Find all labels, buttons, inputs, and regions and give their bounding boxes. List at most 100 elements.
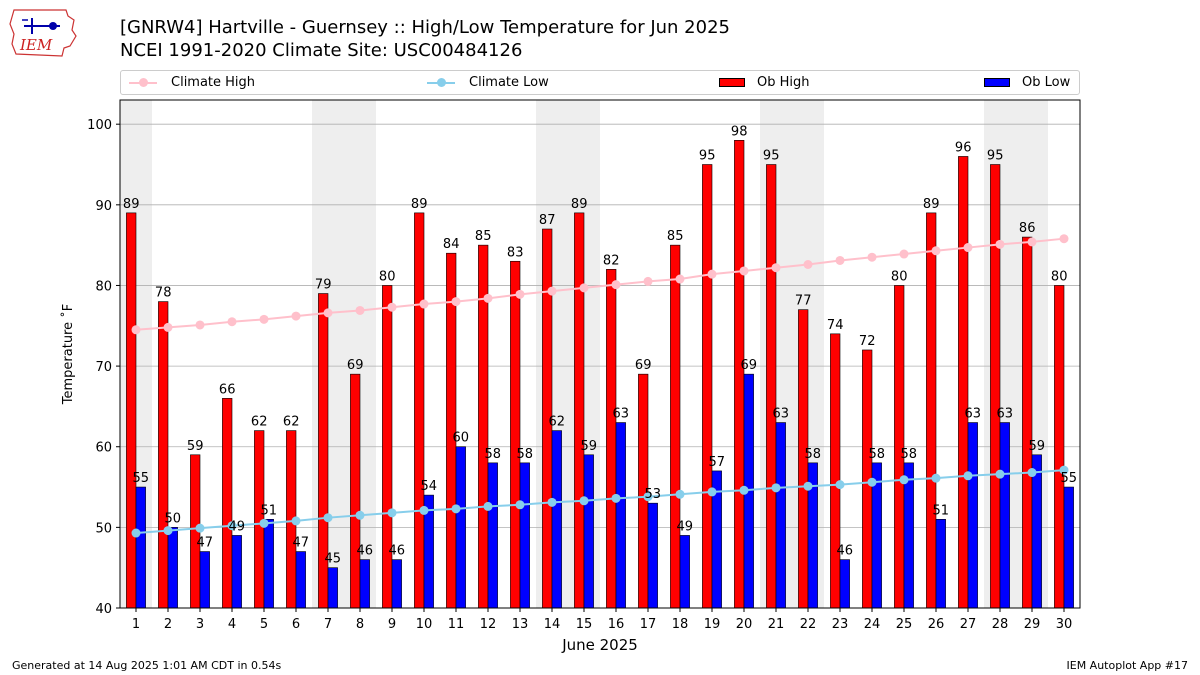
climate-low-point-20 xyxy=(739,485,749,495)
ob-high-bar-21 xyxy=(766,164,777,609)
ob-high-label-15: 89 xyxy=(571,197,588,212)
ob-high-label-10: 89 xyxy=(411,197,428,212)
ob-low-label-15: 59 xyxy=(581,439,598,454)
ob-high-bar-23 xyxy=(830,333,841,609)
x-tick-label-30: 30 xyxy=(1056,617,1073,632)
x-tick-label-27: 27 xyxy=(960,617,977,632)
ob-low-bar-28 xyxy=(999,422,1010,609)
climate-high-point-16 xyxy=(611,280,621,290)
climate-low-point-5 xyxy=(259,518,269,528)
ob-low-bar-5 xyxy=(263,519,274,609)
ob-high-label-3: 59 xyxy=(187,439,204,454)
x-tick-label-13: 13 xyxy=(512,617,529,632)
ob-high-label-27: 96 xyxy=(955,140,972,155)
x-tick-label-25: 25 xyxy=(896,617,913,632)
ob-low-label-27: 63 xyxy=(965,407,982,422)
climate-low-point-30 xyxy=(1059,465,1069,475)
climate-high-point-2 xyxy=(163,322,173,332)
climate-low-point-10 xyxy=(419,505,429,515)
ob-high-bar-4 xyxy=(222,398,233,609)
ob-high-label-21: 95 xyxy=(763,149,780,164)
x-tick-label-1: 1 xyxy=(132,617,140,632)
ob-low-bar-4 xyxy=(231,535,242,609)
climate-high-point-9 xyxy=(387,302,397,312)
climate-low-point-14 xyxy=(547,497,557,507)
ob-low-label-3: 47 xyxy=(197,536,214,551)
ob-low-label-20: 69 xyxy=(741,358,758,373)
y-tick-label-80: 80 xyxy=(95,279,112,294)
x-tick-label-2: 2 xyxy=(164,617,172,632)
ob-high-label-25: 80 xyxy=(891,269,908,284)
ob-high-label-2: 78 xyxy=(155,286,172,301)
y-tick-label-50: 50 xyxy=(95,521,112,536)
climate-low-point-22 xyxy=(803,481,813,491)
climate-low-point-27 xyxy=(963,471,973,481)
chart-title-line-1: [GNRW4] Hartville - Guernsey :: High/Low… xyxy=(120,17,730,38)
x-tick-label-3: 3 xyxy=(196,617,204,632)
ob-high-bar-30 xyxy=(1054,285,1065,609)
ob-low-label-10: 54 xyxy=(421,479,438,494)
climate-high-point-17 xyxy=(643,276,653,286)
iem-logo: IEM xyxy=(9,9,77,57)
ob-high-label-13: 83 xyxy=(507,245,524,260)
climate-high-swatch xyxy=(129,77,157,87)
climate-high-point-10 xyxy=(419,299,429,309)
climate-low-point-6 xyxy=(291,516,301,526)
ob-low-bar-27 xyxy=(967,422,978,609)
ob-low-label-21: 63 xyxy=(773,407,790,422)
ob-high-bar-16 xyxy=(606,269,617,609)
ob-low-bar-15 xyxy=(583,454,594,609)
ob-high-label-20: 98 xyxy=(731,124,748,139)
climate-high-point-4 xyxy=(227,317,237,327)
x-tick-label-14: 14 xyxy=(544,617,561,632)
climate-low-point-9 xyxy=(387,508,397,518)
ob-low-label-29: 59 xyxy=(1029,439,1046,454)
ob-high-label-18: 85 xyxy=(667,229,684,244)
x-tick-label-26: 26 xyxy=(928,617,945,632)
x-axis-label: June 2025 xyxy=(561,636,638,654)
ob-high-label-6: 62 xyxy=(283,415,300,430)
ob-low-label-8: 46 xyxy=(357,544,374,559)
climate-high-point-24 xyxy=(867,252,877,262)
climate-low-point-4 xyxy=(227,521,237,531)
x-tick-label-22: 22 xyxy=(800,617,817,632)
autoplot-app-label: IEM Autoplot App #17 xyxy=(1066,659,1189,672)
ob-high-label-12: 85 xyxy=(475,229,492,244)
climate-low-point-8 xyxy=(355,510,365,520)
x-tick-label-16: 16 xyxy=(608,617,625,632)
ob-high-bar-1 xyxy=(126,212,137,609)
climate-high-point-19 xyxy=(707,269,717,279)
ob-high-bar-20 xyxy=(734,140,745,609)
logo-text: IEM xyxy=(19,36,53,54)
climate-high-point-27 xyxy=(963,243,973,253)
ob-low-label-19: 57 xyxy=(709,455,726,470)
ob-high-label-24: 72 xyxy=(859,334,876,349)
ob-low-bar-11 xyxy=(455,446,466,609)
climate-high-point-3 xyxy=(195,320,205,330)
ob-high-bar-15 xyxy=(574,212,585,609)
ob-low-label-23: 46 xyxy=(837,544,854,559)
ob-high-bar-2 xyxy=(158,301,169,609)
ob-high-label-1: 89 xyxy=(123,197,140,212)
climate-high-point-6 xyxy=(291,311,301,321)
ob-low-label-14: 62 xyxy=(549,415,566,430)
x-tick-label-29: 29 xyxy=(1024,617,1041,632)
climate-high-point-1 xyxy=(131,325,141,335)
x-tick-label-9: 9 xyxy=(388,617,396,632)
ob-low-bar-3 xyxy=(199,551,210,609)
ob-high-label-11: 84 xyxy=(443,237,460,252)
ob-low-label-26: 51 xyxy=(933,503,950,518)
ob-low-label-1: 55 xyxy=(133,471,150,486)
x-tick-label-28: 28 xyxy=(992,617,1009,632)
ob-low-bar-9 xyxy=(391,559,402,609)
ob-low-label-24: 58 xyxy=(869,447,886,462)
ob-low-bar-14 xyxy=(551,430,562,609)
ob-high-label-19: 95 xyxy=(699,149,716,164)
ob-high-label-17: 69 xyxy=(635,358,652,373)
x-tick-label-21: 21 xyxy=(768,617,785,632)
y-tick-label-60: 60 xyxy=(95,441,112,456)
ob-high-bar-10 xyxy=(414,212,425,609)
legend-label-ob-high: Ob High xyxy=(757,75,810,90)
climate-low-point-28 xyxy=(995,469,1005,479)
ob-high-label-16: 82 xyxy=(603,253,620,268)
